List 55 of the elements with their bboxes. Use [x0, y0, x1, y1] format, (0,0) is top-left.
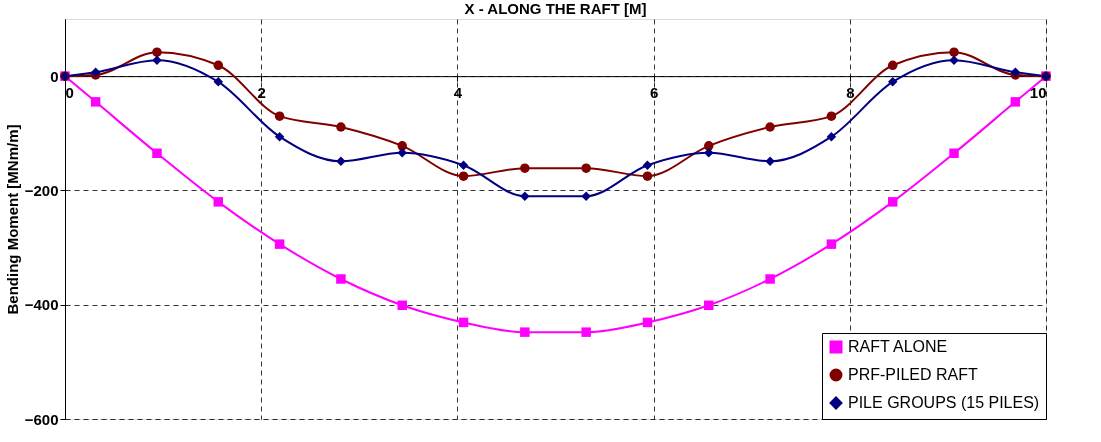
point: [765, 122, 775, 132]
point: [765, 156, 775, 167]
point: [152, 148, 162, 159]
x-tick-label: 6: [649, 83, 659, 101]
legend-label: RAFT ALONE: [848, 338, 948, 355]
point: [213, 197, 224, 207]
point: [581, 327, 591, 337]
point: [887, 197, 898, 207]
point: [581, 163, 591, 173]
point: [274, 111, 285, 121]
y-axis-title: Bending Moment [MNm/m]: [3, 124, 21, 315]
y-tick-label: 0: [50, 67, 59, 85]
y-tick-label: −200: [24, 181, 59, 199]
x-tick-label: 4: [453, 83, 463, 101]
point: [949, 148, 959, 159]
point: [520, 191, 530, 201]
point: [581, 191, 591, 201]
legend-label: PRF-PILED RAFT: [848, 366, 979, 383]
point: [397, 147, 407, 158]
point: [704, 147, 714, 158]
x-tick-label: 8: [846, 83, 855, 101]
point: [949, 47, 959, 57]
y-tick-label: −400: [24, 296, 59, 314]
point: [826, 239, 837, 249]
x-tick-label: 0: [65, 83, 74, 101]
point: [397, 300, 407, 311]
point: [704, 300, 714, 311]
point: [458, 171, 469, 181]
point: [213, 60, 224, 71]
x-axis-title: X - ALONG THE RAFT [M]: [464, 0, 647, 17]
point: [458, 160, 469, 171]
point: [887, 77, 898, 87]
x-tick-label: 10: [1029, 83, 1047, 101]
point: [336, 274, 346, 284]
point: [520, 163, 530, 173]
point: [1010, 97, 1021, 107]
y-tick-label: −600: [24, 410, 59, 428]
point: [642, 171, 653, 181]
point: [274, 131, 285, 142]
point: [765, 274, 775, 284]
point: [826, 131, 837, 142]
point: [826, 111, 837, 121]
point: [642, 317, 653, 328]
point: [458, 317, 469, 328]
point: [642, 160, 653, 171]
point: [152, 47, 162, 57]
point: [274, 239, 285, 249]
point: [90, 97, 101, 107]
point: [887, 60, 898, 71]
x-tick-label: 2: [257, 83, 266, 101]
point: [336, 122, 346, 132]
point: [213, 77, 224, 87]
point: [336, 156, 346, 167]
legend-label: PILE GROUPS (15 PILES): [848, 394, 1040, 411]
point: [520, 327, 530, 337]
